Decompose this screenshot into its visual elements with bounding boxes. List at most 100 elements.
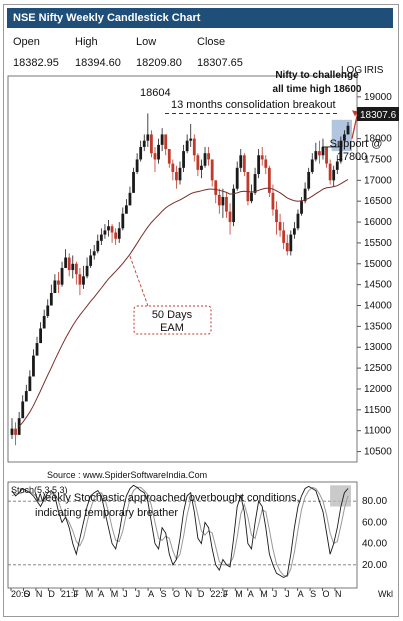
candle-body: [217, 194, 221, 206]
candle-body: [49, 292, 53, 306]
x-tick-label: F: [223, 589, 229, 599]
x-tick-label: J: [273, 589, 278, 599]
candle-body: [321, 146, 325, 156]
stoch-label: Stoch(5,3,5,3): [11, 485, 68, 495]
x-tick-label: 20:S: [11, 589, 30, 599]
x-tick-label: O: [23, 589, 30, 599]
x-tick-label: J: [285, 589, 290, 599]
stoch-k-line: [11, 484, 349, 579]
candle-body: [200, 165, 203, 170]
candle-body: [150, 134, 153, 154]
x-tick-label: F: [73, 589, 79, 599]
x-tick-label: 22:J: [210, 589, 227, 599]
x-tick-label: N: [36, 589, 43, 599]
x-tick-label: M: [111, 589, 119, 599]
candle-body: [128, 192, 132, 206]
candle-body: [346, 125, 350, 135]
ema-50-line: [18, 179, 349, 427]
candle-body: [110, 226, 114, 233]
price-panel: 10500 11000 11500 12000 12500 13000 13500 14000…: [7, 75, 392, 463]
ema-callout-pointer: [129, 256, 149, 307]
candle-body: [82, 276, 85, 285]
candle-body: [132, 171, 135, 193]
candle-body: [171, 163, 175, 172]
candle-body: [103, 230, 107, 235]
x-tick-label: D: [198, 589, 205, 599]
x-tick-label: A: [248, 589, 254, 599]
candle-body: [242, 155, 246, 172]
candle-body: [53, 280, 57, 293]
x-tick-label: A: [298, 589, 304, 599]
candle-body: [289, 234, 293, 252]
candle-body: [28, 376, 32, 392]
candle-body: [96, 240, 100, 252]
candle-body: [64, 257, 68, 268]
stoch-d-line: [11, 486, 349, 578]
candle-body: [296, 213, 300, 229]
candle-body: [192, 138, 196, 156]
candle-body: [292, 228, 296, 235]
ema-annotation-line2: EAM: [160, 322, 184, 334]
last-price-tag-text: 18307.6: [360, 110, 397, 121]
candle-body: [203, 153, 207, 166]
x-tick-label: A: [98, 589, 104, 599]
candle-body: [257, 155, 261, 175]
candle-body: [307, 171, 311, 189]
x-tick-label: M: [235, 589, 243, 599]
price-plot-border: [7, 75, 358, 463]
candle-body: [175, 171, 178, 181]
candle-body: [146, 134, 150, 141]
header-value-high: 18394.60: [75, 57, 121, 69]
candle-body: [85, 265, 89, 277]
y-tick-label: 11000: [364, 426, 392, 437]
candle-body: [35, 343, 39, 356]
header-label-open: Open: [13, 36, 40, 48]
candle-body: [167, 149, 171, 164]
y-tick-label: 13500: [364, 321, 392, 332]
candle-body: [107, 226, 110, 231]
header-label-close: Close: [197, 36, 226, 48]
candle-body: [260, 155, 264, 160]
chart-title: NSE Nifty Weekly Candlestick Chart: [7, 8, 393, 28]
candle-body: [228, 211, 232, 223]
candle-body: [250, 192, 253, 202]
x-tick-label: M: [260, 589, 268, 599]
candle-body: [60, 267, 64, 285]
x-tick-label: J: [136, 589, 141, 599]
x-tick-label: N: [185, 589, 192, 599]
candle-body: [160, 134, 164, 145]
candle-body: [325, 146, 328, 164]
candle-body: [339, 140, 343, 162]
x-tick-label: N: [335, 589, 342, 599]
y-tick-label: 14500: [364, 280, 392, 291]
stoch-tick-label: 20.00: [362, 560, 387, 571]
candle-body: [10, 428, 14, 435]
candle-body: [267, 167, 271, 193]
candle-body: [264, 159, 268, 168]
candle-body: [189, 138, 193, 141]
candle-body: [142, 140, 146, 147]
stoch-plot-border: [7, 481, 358, 589]
candle-body: [318, 151, 321, 156]
candle-body: [92, 251, 96, 256]
header-label-high: High: [75, 36, 98, 48]
challenge-annotation-line2: all time high 18600: [273, 84, 362, 95]
last-price-tag: [357, 107, 399, 121]
candle-body: [221, 197, 225, 206]
candle-body: [314, 151, 318, 160]
candle-body: [253, 174, 257, 193]
candle-body: [157, 144, 160, 160]
y-tick-label: 11500: [364, 405, 392, 416]
candle-body: [207, 153, 210, 160]
y-tick-label: 14000: [364, 301, 392, 312]
x-tick-label: J: [123, 589, 128, 599]
challenge-annotation-line1: Nifty to challenge: [275, 70, 359, 81]
stoch-tick-label: 80.00: [362, 496, 387, 507]
candle-body: [278, 222, 282, 231]
x-tick-label: M: [86, 589, 94, 599]
candle-body: [178, 167, 182, 181]
source-label: Source : www.SpiderSoftwareIndia.Com: [47, 470, 207, 480]
candle-body: [99, 234, 103, 241]
candle-body: [74, 263, 78, 275]
